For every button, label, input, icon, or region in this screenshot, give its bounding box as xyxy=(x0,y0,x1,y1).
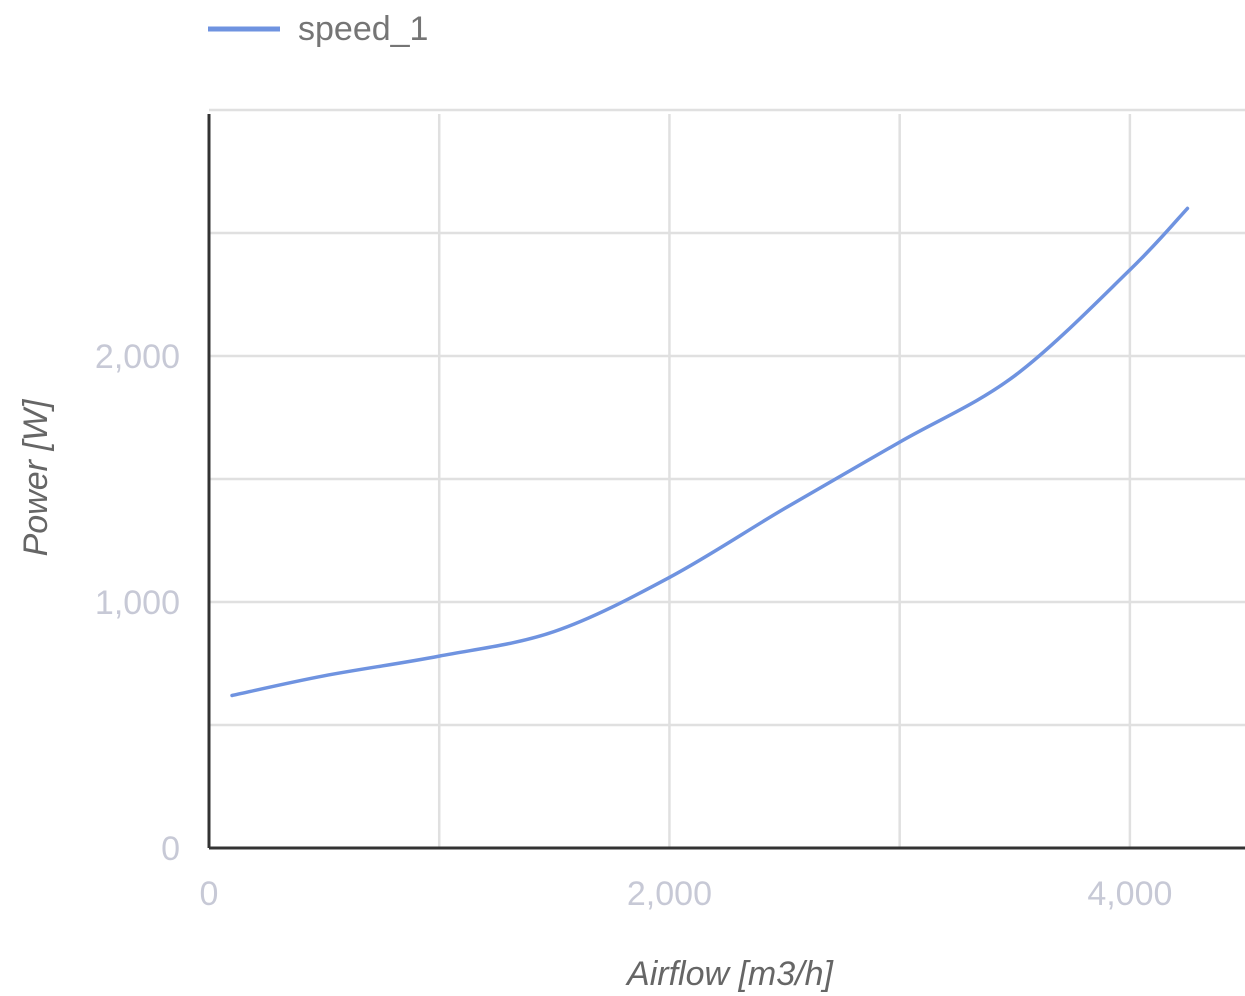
grid xyxy=(209,108,1245,848)
axes xyxy=(207,114,1245,850)
x-tick-label: 2,000 xyxy=(627,875,712,913)
y-axis-title: Power [W] xyxy=(17,398,55,556)
series-layer xyxy=(230,206,1190,698)
x-tick-label: 0 xyxy=(200,875,219,913)
series-line-speed-1 xyxy=(230,206,1190,698)
x-tick-label: 4,000 xyxy=(1087,875,1172,913)
legend[interactable]: speed_1 xyxy=(208,10,428,48)
tick-labels: 0 2,000 4,000 0 1,000 2,000 xyxy=(95,338,1173,913)
legend-label-speed-1: speed_1 xyxy=(298,10,428,48)
x-axis-title: Airflow [m3/h] xyxy=(625,955,834,993)
y-tick-label: 2,000 xyxy=(95,338,180,376)
y-tick-label: 1,000 xyxy=(95,584,180,622)
y-tick-label: 0 xyxy=(161,830,180,868)
